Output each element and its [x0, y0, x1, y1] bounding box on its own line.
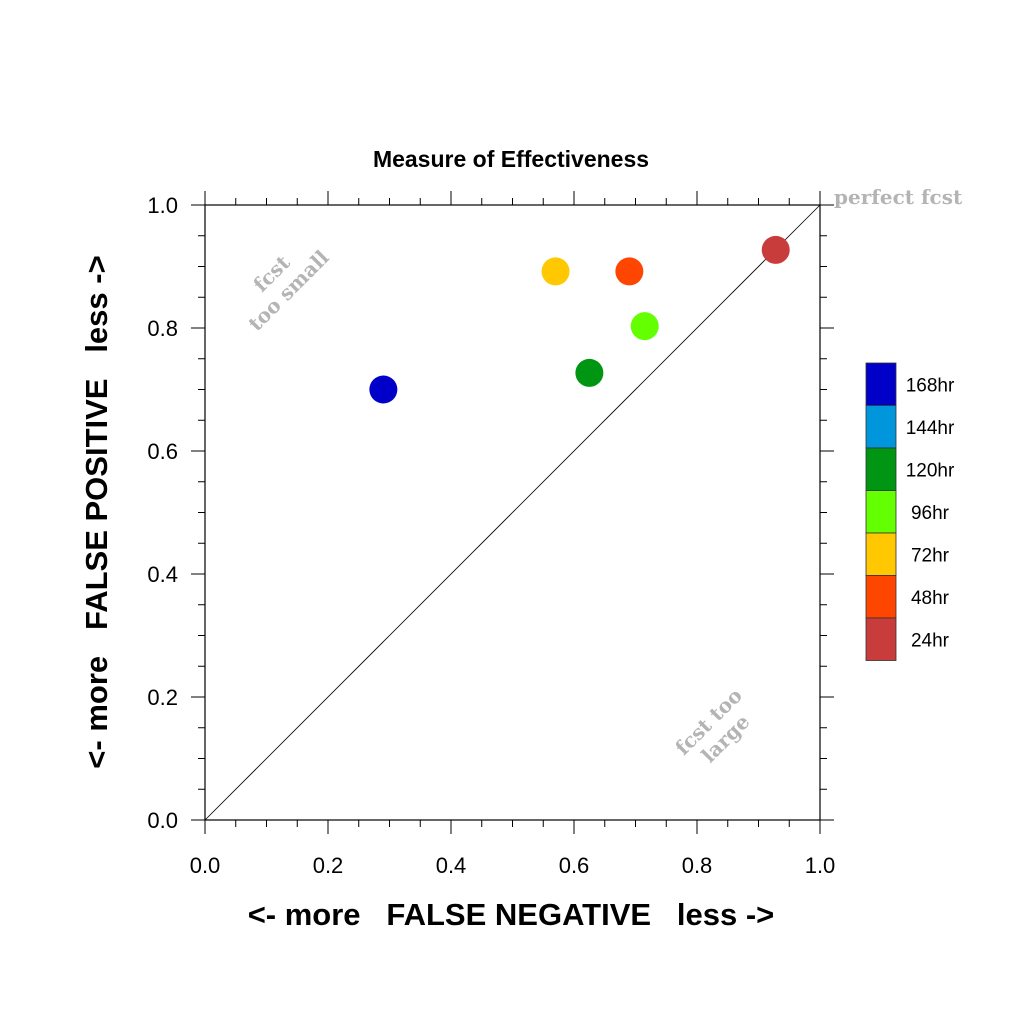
x-tick-label: 0.2 — [313, 853, 344, 878]
y-tick-label: 0.6 — [147, 439, 178, 464]
legend-label-96hr: 96hr — [911, 503, 950, 524]
too-large-note: fcst too large — [670, 683, 754, 767]
legend-label-24hr: 24hr — [911, 630, 950, 651]
legend-swatch-96hr — [865, 490, 897, 534]
y-tick-label: 1.0 — [147, 193, 178, 218]
legend-swatch-120hr — [865, 447, 897, 491]
tick-labels: 0.0 0.2 0.4 0.6 0.8 1.0 0.0 0.2 0.4 0.6 0.8 1.0 — [147, 193, 835, 878]
legend-swatch-168hr — [865, 362, 897, 406]
y-tick-label: 0.2 — [147, 685, 178, 710]
axis-ticks — [191, 191, 834, 834]
point-24hr — [761, 235, 790, 264]
x-tick-label: 1.0 — [805, 853, 836, 878]
svg-text:too small: too small — [243, 245, 333, 335]
point-96hr — [630, 312, 659, 341]
legend-label-72hr: 72hr — [911, 545, 950, 566]
x-tick-label: 0.6 — [559, 853, 590, 878]
perfect-forecast-note: perfect fcst — [834, 185, 963, 209]
legend: 168hr 144hr 120hr 96hr 72hr 48hr 24hr — [865, 362, 955, 661]
point-72hr — [541, 257, 570, 286]
plot-frame — [204, 204, 821, 821]
y-tick-label: 0.4 — [147, 562, 178, 587]
data-points — [369, 235, 790, 404]
legend-label-120hr: 120hr — [906, 460, 955, 481]
x-tick-label: 0.0 — [190, 853, 221, 878]
y-tick-label: 0.8 — [147, 316, 178, 341]
legend-swatch-48hr — [865, 575, 897, 619]
point-48hr — [615, 257, 644, 286]
chart-title: Measure of Effectiveness — [373, 146, 649, 172]
diagonal-reference-line — [204, 204, 821, 821]
legend-swatch-144hr — [865, 405, 897, 449]
x-tick-label: 0.4 — [436, 853, 467, 878]
y-axis-label: <- more FALSE POSITIVE less -> — [79, 255, 114, 768]
legend-label-168hr: 168hr — [906, 375, 955, 396]
legend-swatch-24hr — [865, 617, 897, 661]
too-small-note: fcst too small — [243, 245, 333, 335]
point-120hr — [575, 358, 604, 387]
legend-label-144hr: 144hr — [906, 418, 955, 439]
x-axis-label: <- more FALSE NEGATIVE less -> — [248, 897, 775, 932]
y-tick-label: 0.0 — [147, 808, 178, 833]
point-168hr — [369, 375, 398, 404]
x-tick-label: 0.8 — [682, 853, 713, 878]
legend-swatch-72hr — [865, 532, 897, 576]
legend-label-48hr: 48hr — [911, 588, 950, 609]
